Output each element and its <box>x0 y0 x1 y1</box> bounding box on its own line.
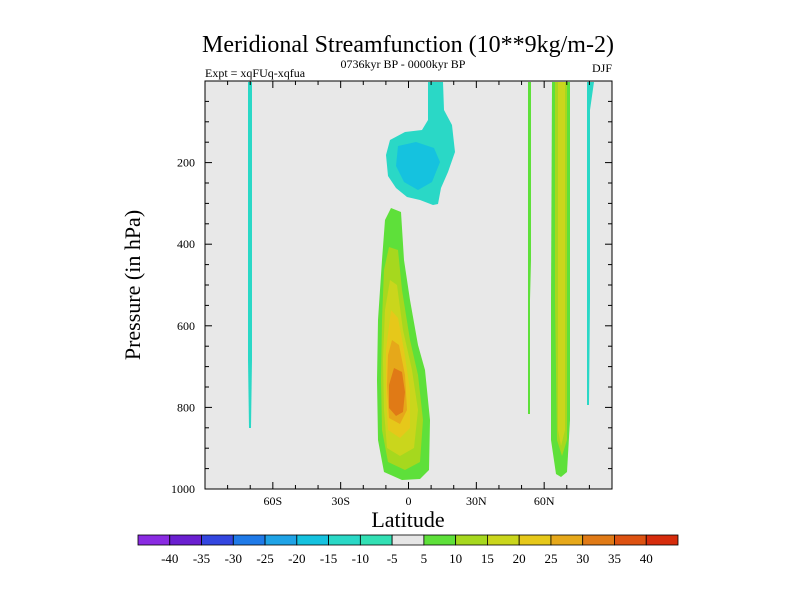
chart-subtitle-left: Expt = xqFUq-xqfua <box>205 66 306 80</box>
colorbar-label: 5 <box>421 551 428 566</box>
colorbar-box <box>423 534 457 546</box>
colorbar-label: 35 <box>608 551 621 566</box>
colorbar-label: -10 <box>352 551 369 566</box>
contour-band-60n-inner <box>558 82 565 446</box>
colorbar-label: -35 <box>193 551 210 566</box>
contour-strip-80n <box>587 82 594 405</box>
contour-strip-50n <box>528 82 531 414</box>
chart-subtitle-center: 0736kyr BP - 0000kyr BP <box>341 57 466 71</box>
x-tick-label: 60N <box>534 494 555 508</box>
y-tick-label: 200 <box>177 156 195 170</box>
colorbar-label: -20 <box>288 551 305 566</box>
x-tick-label: 0 <box>406 494 412 508</box>
colorbar-label: 15 <box>481 551 494 566</box>
colorbar-box <box>550 534 584 546</box>
colorbar-label: -15 <box>320 551 337 566</box>
colorbar-box <box>137 534 171 546</box>
colorbar-label: 20 <box>513 551 526 566</box>
x-axis-label: Latitude <box>371 507 444 532</box>
colorbar-label: 40 <box>640 551 653 566</box>
y-axis: 200 400 600 800 1000 <box>171 80 612 496</box>
colorbar-box <box>264 534 298 546</box>
y-tick-label: 400 <box>177 237 195 251</box>
x-tick-label: 60S <box>263 494 282 508</box>
colorbar-box <box>169 534 202 546</box>
contour-positive-30 <box>389 368 405 416</box>
y-axis-label: Pressure (in hPa) <box>120 210 145 360</box>
colorbar-box <box>201 534 234 546</box>
colorbar-label: 30 <box>576 551 589 566</box>
colorbar-label: -5 <box>387 551 398 566</box>
y-tick-label: 800 <box>177 400 195 414</box>
colorbar-box <box>296 534 329 546</box>
y-tick-label: 1000 <box>171 482 195 496</box>
contour-strip-70s <box>248 82 252 428</box>
colorbar-label: -25 <box>256 551 273 566</box>
colorbar-label: -40 <box>161 551 178 566</box>
colorbar: -40 -35 -30 -25 -20 -15 -10 -5 5 10 15 20 25 30 35 40 <box>137 534 679 566</box>
contour-fills <box>248 82 594 480</box>
colorbar-box <box>232 534 266 546</box>
colorbar-label: -30 <box>225 551 242 566</box>
colorbar-box <box>582 534 615 546</box>
chart-title: Meridional Streamfunction (10**9kg/m-2) <box>202 32 614 58</box>
chart-subtitle-right: DJF <box>592 61 612 75</box>
colorbar-box <box>487 534 520 546</box>
y-tick-label: 600 <box>177 319 195 333</box>
x-tick-label: 30N <box>466 494 487 508</box>
x-tick-label: 30S <box>331 494 350 508</box>
colorbar-box <box>518 534 552 546</box>
colorbar-box <box>328 534 361 546</box>
colorbar-box <box>455 534 488 546</box>
colorbar-box <box>359 534 393 546</box>
contour-negative-cell-inner <box>396 142 440 190</box>
x-axis: 60S 30S 0 30N 60N <box>204 81 613 508</box>
colorbar-box <box>614 534 647 546</box>
colorbar-label: 25 <box>544 551 557 566</box>
colorbar-box <box>645 534 679 546</box>
colorbar-box <box>391 534 425 546</box>
colorbar-label: 10 <box>449 551 462 566</box>
